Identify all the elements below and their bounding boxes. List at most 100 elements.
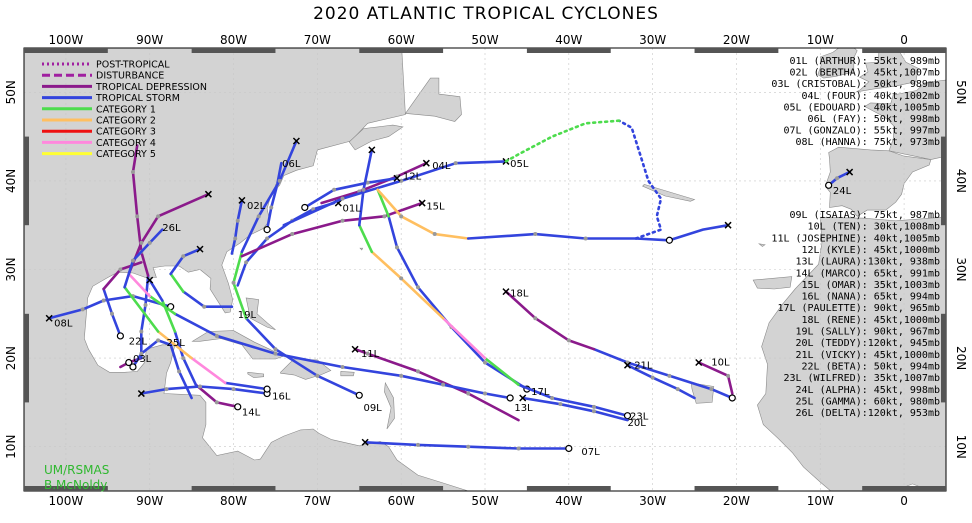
frame-border xyxy=(23,47,947,492)
track-09L-dissipation-marker xyxy=(292,137,300,145)
track-20L-fix xyxy=(361,187,366,192)
track-03L-fix xyxy=(130,170,135,175)
legend-label-1: DISTURBANCE xyxy=(96,71,164,82)
frame-band-top xyxy=(24,48,108,53)
track-11L xyxy=(351,345,520,422)
track-23L xyxy=(519,394,629,422)
track-label-21L: 21L xyxy=(634,360,653,371)
track-13L-segment xyxy=(148,294,177,316)
frame-band-bottom xyxy=(526,486,611,491)
lon-tick-bottom: 60W xyxy=(388,494,415,508)
track-06L-segment xyxy=(265,161,283,231)
storm-list-row: 18L (RENE): 45kt,1000mb xyxy=(802,315,940,326)
land-nova-scotia xyxy=(348,124,404,151)
track-10L xyxy=(695,358,734,395)
lon-tick-bottom: 50W xyxy=(471,494,498,508)
track-label-25L: 25L xyxy=(166,338,185,349)
track-22L-fix xyxy=(110,311,115,316)
frame-band-top xyxy=(359,48,444,53)
track-05L-fix xyxy=(399,178,404,183)
track-01L-fix xyxy=(244,260,249,265)
track-03L-segment xyxy=(140,274,150,360)
track-08L-fix xyxy=(80,307,85,312)
track-15L-fix xyxy=(382,214,387,219)
lon-tick-top: 70W xyxy=(304,33,331,47)
track-17L-dissipation-marker xyxy=(724,221,732,229)
track-label-14L: 14L xyxy=(242,407,261,418)
track-20L-genesis-marker xyxy=(623,412,632,420)
track-26L-fix xyxy=(130,258,135,263)
track-15L-dissipation-marker xyxy=(418,199,426,207)
track-17L-post-tropical xyxy=(617,119,663,240)
track-13L-fix xyxy=(273,351,278,356)
lon-tick-top: 10W xyxy=(807,33,834,47)
track-20L-fix xyxy=(591,404,596,409)
track-26L-segment xyxy=(223,381,269,391)
track-21L-fix xyxy=(675,387,680,392)
track-26L-genesis-marker xyxy=(263,385,271,393)
track-21L-fix xyxy=(650,375,655,380)
track-11L-fix xyxy=(466,391,471,396)
track-18L-dissipation-marker xyxy=(502,288,510,296)
lon-tick-top: 100W xyxy=(49,33,84,47)
track-13L-fix xyxy=(214,333,219,338)
track-label-18L: 18L xyxy=(510,289,529,300)
legend-label-8: CATEGORY 5 xyxy=(96,149,156,160)
lat-tick-left: 20N xyxy=(4,346,18,370)
track-09L xyxy=(231,137,363,399)
legend-label-6: CATEGORY 3 xyxy=(96,127,156,138)
track-label-23L: 23L xyxy=(630,412,649,423)
track-09L-fix xyxy=(273,347,278,352)
track-21L-dissipation-marker xyxy=(623,361,632,369)
track-16L-fix xyxy=(231,387,236,392)
track-18L-fix xyxy=(533,316,538,321)
track-18L-fix xyxy=(566,338,571,343)
track-19L-segment xyxy=(169,272,185,293)
lon-tick-top: 30W xyxy=(639,33,666,47)
track-07L-fix xyxy=(516,446,521,451)
land-great-britain xyxy=(856,48,919,93)
lat-tick-left: 50N xyxy=(4,80,18,104)
land-madeira xyxy=(758,243,766,247)
track-14L-dissipation-marker xyxy=(146,276,154,284)
track-09L-segment xyxy=(240,139,298,254)
track-14L xyxy=(146,276,242,411)
track-09L-fix xyxy=(277,178,282,183)
track-23L-fix xyxy=(558,402,563,407)
lon-tick-bottom: 20W xyxy=(723,494,750,508)
track-17L-segment xyxy=(376,188,390,218)
track-03L-fix xyxy=(135,214,140,219)
track-21L-segment xyxy=(626,363,696,400)
land-puerto-rico xyxy=(340,371,355,377)
track-06L-fix xyxy=(269,205,274,210)
lon-tick-bottom: 10W xyxy=(807,494,834,508)
track-19L-fix xyxy=(181,254,186,259)
track-17L-fix xyxy=(394,245,399,250)
track-label-06L: 06L xyxy=(282,159,301,170)
track-13L-fix xyxy=(441,382,446,387)
track-26L-segment xyxy=(156,330,193,360)
track-25L xyxy=(129,338,193,400)
track-13L-segment xyxy=(127,272,151,298)
track-label-07L: 07L xyxy=(581,447,600,458)
track-19L-dissipation-marker xyxy=(196,245,204,253)
storm-list-row: 15L (OMAR): 35kt,1003mb xyxy=(802,280,940,291)
storm-list-row: 07L (GONZALO): 55kt, 997mb xyxy=(783,126,940,137)
track-label-19L: 19L xyxy=(238,310,257,321)
lat-tick-right: 10N xyxy=(954,435,968,459)
track-label-15L: 15L xyxy=(426,202,445,213)
storm-list-row: 01L (ARTHUR): 55kt, 989mb xyxy=(789,56,940,67)
storm-list-row: 22L (BETA): 50kt, 994mb xyxy=(802,361,940,372)
track-26L-segment xyxy=(123,228,164,289)
credit-line-1: UM/RSMAS xyxy=(44,463,109,477)
storm-list-row: 02L (BERTHA): 45kt,1007mb xyxy=(789,68,940,79)
storm-list-row: 10L (TEN): 30kt,1008mb xyxy=(808,222,940,233)
track-23L-fix xyxy=(591,409,596,414)
track-23L-segment xyxy=(521,396,629,422)
lon-tick-bottom: 30W xyxy=(639,494,666,508)
track-label-22L: 22L xyxy=(129,336,148,347)
track-label-04L: 04L xyxy=(432,161,451,172)
track-03L-fix xyxy=(139,329,144,334)
track-16L-fix xyxy=(164,387,169,392)
